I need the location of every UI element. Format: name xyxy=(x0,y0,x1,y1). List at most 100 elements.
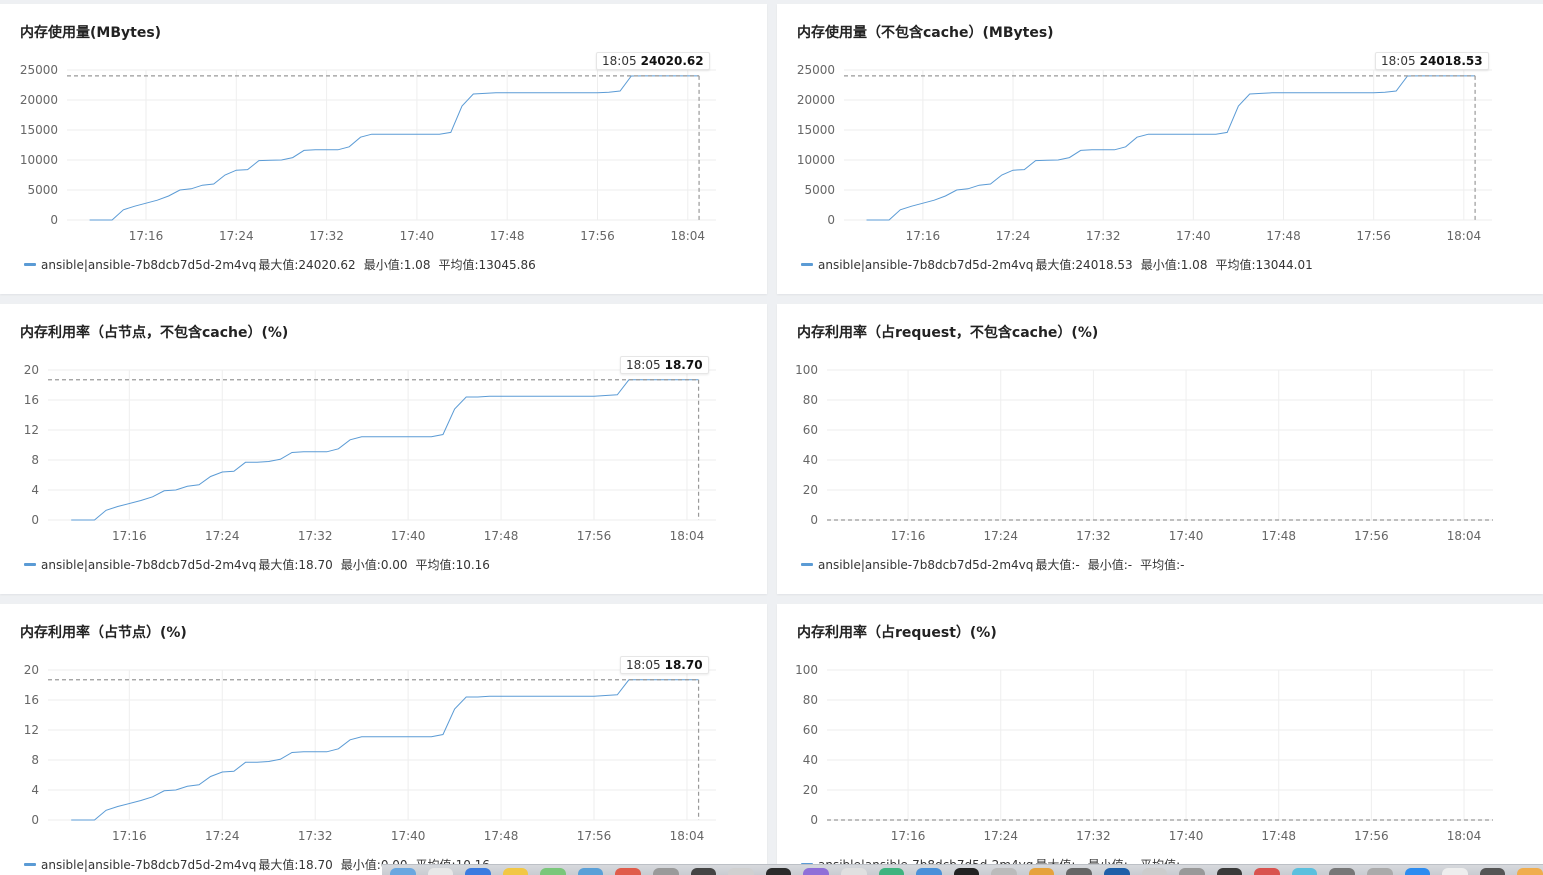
chart-tooltip: 18:05 24018.53 xyxy=(1375,52,1489,70)
tooltip-time: 18:05 xyxy=(1381,54,1416,68)
line-chart[interactable]: 0 20 40 60 80 100 17:16 17:24 17:32 17:40 17:48 17:… xyxy=(777,604,1543,875)
line-chart[interactable]: 0 5000 10000 15000 20000 25000 17:16 17:24 17:32… xyxy=(777,4,1543,294)
panel-title: 内存利用率（占节点）(%) xyxy=(20,625,187,641)
x-tick-label: 17:40 xyxy=(1169,829,1204,843)
app-icon[interactable] xyxy=(1254,868,1280,875)
y-tick-label: 10000 xyxy=(20,153,58,167)
x-tick-label: 17:40 xyxy=(400,229,435,243)
app-icon[interactable] xyxy=(1141,868,1168,875)
x-tick-label: 17:32 xyxy=(1076,829,1111,843)
app-icon[interactable] xyxy=(615,868,642,875)
line-chart[interactable]: 0 4 8 12 16 20 17:16 17:24 17:32 17:40 17:48 17:56 1… xyxy=(0,604,767,875)
app-icon[interactable] xyxy=(1179,868,1205,875)
chart-tooltip: 18:05 18.70 xyxy=(620,356,709,374)
app-icon[interactable] xyxy=(991,868,1017,875)
x-tick-label: 17:32 xyxy=(1086,229,1121,243)
chart-legend[interactable]: ansible|ansible-7b8dcb7d5d-2m4vq 最大值:18.7… xyxy=(24,856,490,873)
finder-icon[interactable] xyxy=(390,868,416,875)
app-icon[interactable] xyxy=(1517,868,1543,875)
line-chart[interactable]: 0 5000 10000 15000 20000 25000 17:16 17:24 17:32… xyxy=(0,4,767,294)
x-tick-label: 17:56 xyxy=(580,229,615,243)
y-tick-label: 0 xyxy=(31,813,39,827)
app-icon[interactable] xyxy=(916,868,942,875)
legend-series-name: ansible|ansible-7b8dcb7d5d-2m4vq xyxy=(818,557,1034,572)
app-icon[interactable] xyxy=(1291,868,1318,875)
y-tick-label: 16 xyxy=(24,393,39,407)
tooltip-time: 18:05 xyxy=(602,54,637,68)
app-icon[interactable] xyxy=(1367,868,1393,875)
chart-legend[interactable]: ansible|ansible-7b8dcb7d5d-2m4vq 最大值:18.7… xyxy=(24,556,490,573)
x-tick-label: 17:56 xyxy=(577,529,612,543)
app-icon[interactable] xyxy=(502,868,529,875)
y-tick-label: 0 xyxy=(810,813,818,827)
y-tick-label: 5000 xyxy=(804,183,835,197)
app-icon[interactable] xyxy=(728,868,754,875)
chart-tooltip: 18:05 18.70 xyxy=(620,656,709,674)
app-icon[interactable] xyxy=(1442,868,1468,875)
chart-panel-memory-usage-no-cache: 内存使用量（不包含cache）(MBytes) 0 5000 10000 15000 2… xyxy=(777,4,1543,294)
y-tick-label: 60 xyxy=(803,723,818,737)
app-icon[interactable] xyxy=(765,868,792,875)
macos-dock xyxy=(382,864,1543,875)
legend-max: 最大值:- xyxy=(1035,558,1080,572)
y-tick-label: 25000 xyxy=(20,63,58,77)
legend-swatch xyxy=(24,863,36,866)
x-tick-label: 17:40 xyxy=(1176,229,1211,243)
y-tick-label: 0 xyxy=(50,213,58,227)
app-icon[interactable] xyxy=(1066,868,1092,875)
line-chart[interactable]: 0 20 40 60 80 100 17:16 17:24 17:32 17:40 17:48 17:… xyxy=(777,304,1543,594)
chart-legend[interactable]: ansible|ansible-7b8dcb7d5d-2m4vq 最大值:2401… xyxy=(801,256,1313,273)
app-icon[interactable] xyxy=(1216,868,1243,875)
chart-legend[interactable]: ansible|ansible-7b8dcb7d5d-2m4vq 最大值:2402… xyxy=(24,256,536,273)
app-icon[interactable] xyxy=(1028,868,1055,875)
y-tick-label: 15000 xyxy=(797,123,835,137)
chrome-icon[interactable] xyxy=(427,868,454,875)
app-icon[interactable] xyxy=(840,868,867,875)
x-tick-label: 17:56 xyxy=(1354,529,1389,543)
y-tick-label: 20 xyxy=(803,783,818,797)
y-tick-label: 15000 xyxy=(20,123,58,137)
legend-swatch xyxy=(801,263,813,266)
legend-avg: 平均值:10.16 xyxy=(415,558,490,572)
app-icon[interactable] xyxy=(465,868,491,875)
x-tick-label: 17:56 xyxy=(1354,829,1389,843)
legend-avg: 平均值:- xyxy=(1140,558,1185,572)
y-tick-label: 40 xyxy=(803,453,818,467)
y-tick-label: 0 xyxy=(31,513,39,527)
tooltip-time: 18:05 xyxy=(626,658,661,672)
app-icon[interactable] xyxy=(1103,868,1130,875)
x-tick-label: 17:40 xyxy=(391,829,426,843)
app-icon[interactable] xyxy=(1479,868,1506,875)
y-tick-label: 16 xyxy=(24,693,39,707)
app-icon[interactable] xyxy=(953,868,980,875)
legend-series-name: ansible|ansible-7b8dcb7d5d-2m4vq xyxy=(41,857,257,872)
x-tick-label: 17:24 xyxy=(205,529,240,543)
legend-avg: 平均值:13045.86 xyxy=(438,258,536,272)
x-tick-label: 17:48 xyxy=(484,529,519,543)
x-tick-label: 17:48 xyxy=(1261,529,1296,543)
app-icon[interactable] xyxy=(1404,868,1431,875)
x-tick-label: 17:24 xyxy=(983,829,1018,843)
y-tick-label: 10000 xyxy=(797,153,835,167)
x-tick-label: 18:04 xyxy=(1447,829,1482,843)
chart-panel-memory-util-request: 内存利用率（占request）(%) 0 20 40 60 80 100 17:16 17:2… xyxy=(777,604,1543,875)
app-icon[interactable] xyxy=(577,868,604,875)
app-icon[interactable] xyxy=(653,868,679,875)
app-icon[interactable] xyxy=(1329,868,1356,875)
app-icon[interactable] xyxy=(690,868,717,875)
chart-panel-memory-util-node-no-cache: 内存利用率（占节点，不包含cache）(%) 0 4 8 12 16 20 17:16 17:… xyxy=(0,304,767,594)
legend-swatch xyxy=(24,263,36,266)
y-tick-label: 80 xyxy=(803,393,818,407)
x-tick-label: 17:56 xyxy=(577,829,612,843)
x-tick-label: 18:04 xyxy=(1447,229,1482,243)
app-icon[interactable] xyxy=(803,868,829,875)
app-icon[interactable] xyxy=(878,868,905,875)
line-chart[interactable]: 0 4 8 12 16 20 17:16 17:24 17:32 17:40 17:48 17:56 1… xyxy=(0,304,767,594)
app-icon[interactable] xyxy=(540,868,566,875)
y-tick-label: 4 xyxy=(31,783,39,797)
x-tick-label: 17:24 xyxy=(996,229,1031,243)
x-tick-label: 17:32 xyxy=(298,529,333,543)
y-tick-label: 100 xyxy=(795,663,818,677)
legend-series-name: ansible|ansible-7b8dcb7d5d-2m4vq xyxy=(41,557,257,572)
